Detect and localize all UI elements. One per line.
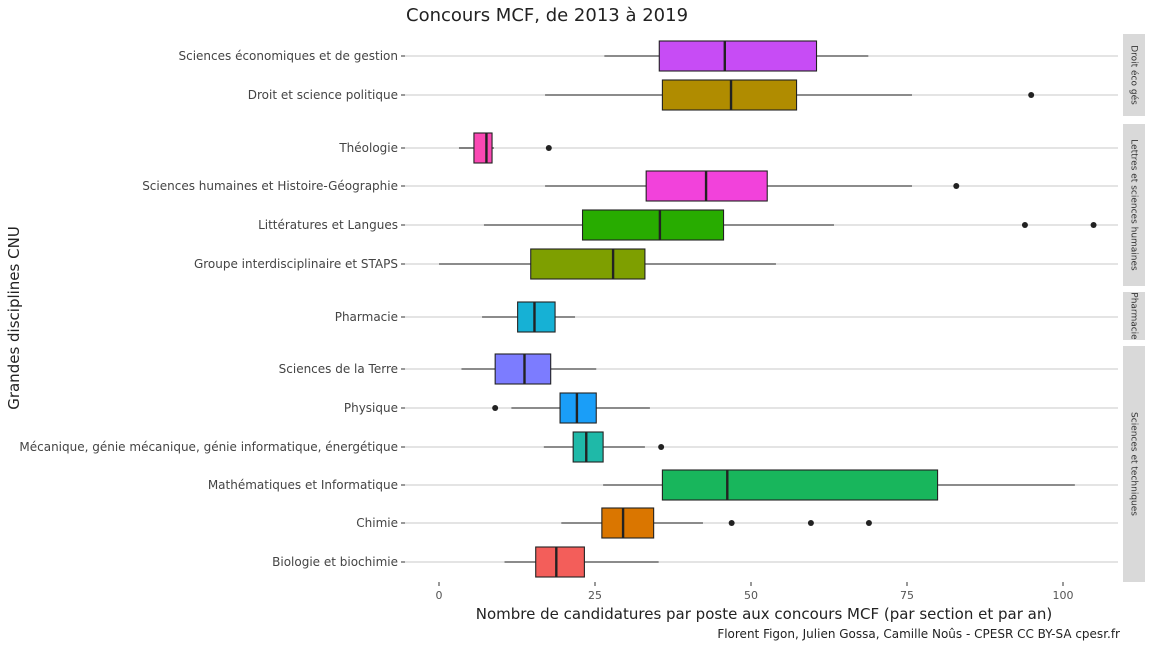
outlier-point — [545, 145, 552, 151]
facet-strip — [1123, 34, 1145, 116]
x-tick-label: 100 — [1053, 589, 1074, 602]
box — [517, 301, 556, 333]
box-row: Sciences de la Terre — [279, 353, 1118, 385]
facet-strip-label: Lettres et sciences humaines — [1129, 139, 1139, 271]
x-tick-label: 50 — [744, 589, 758, 602]
category-label: Théologie — [338, 141, 398, 155]
outlier-point — [1028, 92, 1035, 98]
x-axis: 0 25 50 75 100 — [436, 582, 1074, 602]
facet-panels: Droit éco gés Sciences économiques et de … — [19, 34, 1145, 582]
box — [658, 40, 818, 72]
category-label: Sciences de la Terre — [279, 362, 398, 376]
box — [559, 392, 597, 424]
box-row: Théologie — [338, 132, 1118, 164]
category-label: Groupe interdisciplinaire et STAPS — [194, 257, 398, 271]
outlier-point — [953, 183, 960, 189]
category-label: Littératures et Langues — [258, 218, 398, 232]
facet-strip-label: Droit éco gés — [1129, 45, 1140, 105]
facet-strip-label: Sciences et techniques — [1129, 412, 1139, 516]
chart-caption: Florent Figon, Julien Gossa, Camille Noû… — [717, 627, 1120, 641]
facet-strip — [1123, 292, 1145, 340]
category-label: Sciences économiques et de gestion — [178, 49, 398, 63]
x-axis-title: Nombre de candidatures par poste aux con… — [476, 605, 1052, 623]
category-label: Physique — [344, 401, 398, 415]
facet-panel: Sciences et techniques Sciences de la Ter… — [19, 346, 1145, 582]
outlier-point — [807, 520, 814, 526]
box — [494, 353, 552, 385]
outlier-point — [728, 520, 735, 526]
category-label: Sciences humaines et Histoire-Géographie — [142, 179, 398, 193]
box-row: Physique — [344, 392, 1118, 424]
box — [661, 469, 939, 501]
box-row: Groupe interdisciplinaire et STAPS — [194, 248, 1118, 280]
category-label: Mécanique, génie mécanique, génie inform… — [19, 440, 398, 454]
box-row: Sciences économiques et de gestion — [178, 40, 1118, 72]
outlier-point — [658, 444, 665, 450]
facet-strip-label: Pharmacie — [1129, 292, 1139, 340]
category-label: Mathématiques et Informatique — [208, 478, 398, 492]
box-row: Sciences humaines et Histoire-Géographie — [142, 170, 1118, 202]
facet-strip — [1123, 346, 1145, 582]
box — [601, 507, 655, 539]
category-label: Droit et science politique — [248, 88, 398, 102]
box-row: Pharmacie — [335, 301, 1118, 333]
facet-panel: Pharmacie Pharmacie — [335, 292, 1145, 340]
category-label: Chimie — [356, 516, 398, 530]
box — [473, 132, 493, 164]
box — [535, 546, 585, 578]
box-row: Mécanique, génie mécanique, génie inform… — [19, 431, 1118, 463]
facet-panel: Droit éco gés Sciences économiques et de … — [178, 34, 1145, 116]
box — [530, 248, 646, 280]
outlier-point — [1021, 222, 1028, 228]
box — [572, 431, 604, 463]
category-label: Pharmacie — [335, 310, 398, 324]
x-tick-label: 0 — [436, 589, 443, 602]
box — [581, 209, 725, 241]
y-axis-title: Grandes disciplines CNU — [5, 226, 23, 410]
box-row: Mathématiques et Informatique — [208, 469, 1118, 501]
x-tick-label: 25 — [588, 589, 602, 602]
box-row: Chimie — [356, 507, 1118, 539]
box-row: Littératures et Langues — [258, 209, 1118, 241]
x-tick-label: 75 — [900, 589, 914, 602]
outlier-point — [1090, 222, 1097, 228]
box-row: Biologie et biochimie — [272, 546, 1118, 578]
facet-strip — [1123, 124, 1145, 286]
box-row: Droit et science politique — [248, 79, 1118, 111]
chart-title: Concours MCF, de 2013 à 2019 — [406, 5, 688, 26]
category-label: Biologie et biochimie — [272, 555, 398, 569]
facet-panel: Lettres et sciences humaines Théologie Sci… — [142, 124, 1145, 286]
outlier-point — [865, 520, 872, 526]
outlier-point — [492, 405, 499, 411]
box — [661, 79, 798, 111]
